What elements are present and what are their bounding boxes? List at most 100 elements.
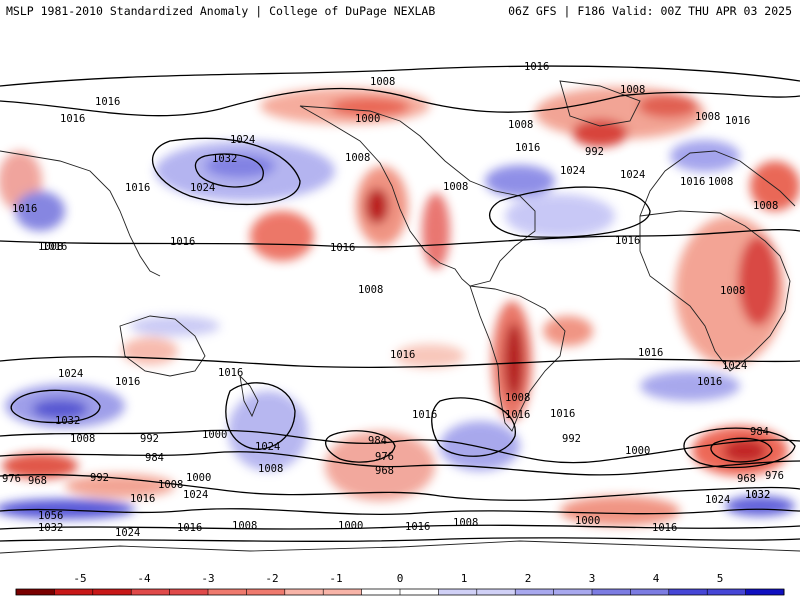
isobar-1024-np	[152, 137, 301, 205]
isobar-label: 984	[145, 452, 164, 464]
isobar-1032-sw	[10, 389, 101, 424]
isobar-label: 1016	[12, 203, 37, 215]
colorbar-segment	[630, 589, 670, 595]
isobar-992	[0, 474, 800, 501]
isobar-label: 1008	[708, 176, 733, 188]
isobar-label: 1032	[745, 489, 770, 501]
isobar-label: 1016	[177, 522, 202, 534]
anomaly-neg-southern-ocean-w-core	[32, 399, 88, 419]
coast-north-america	[299, 105, 536, 287]
isobar-label: 984	[368, 435, 387, 447]
isobar-label: 1016	[505, 409, 530, 421]
anomaly-neg-europe	[670, 140, 740, 172]
anomaly-colorbar: -5 -4 -3 -2 -1 0 1 2 3 4 5	[0, 568, 800, 600]
isobar-label: 968	[737, 473, 756, 485]
anomaly-pos-south-pacific	[395, 344, 465, 368]
isobar-label: 1000	[338, 520, 363, 532]
isobar-label: 1008	[505, 392, 530, 404]
isobar-1016-mid	[0, 228, 800, 248]
isobar-label: 992	[140, 433, 159, 445]
isobar-label: 992	[562, 433, 581, 445]
isobar-label: 1024	[560, 165, 585, 177]
anomaly-pos-southern-ocean-e	[560, 496, 680, 526]
isobar-label: 1024	[722, 360, 747, 372]
isobar-label: 1016	[218, 367, 243, 379]
isobar-1000	[0, 451, 800, 476]
anomaly-pos-southern-ocean-w	[2, 453, 78, 479]
isobar-label: 1016	[42, 241, 67, 253]
colorbar-tick-label: -2	[265, 572, 278, 585]
isobar-label: 1024	[115, 527, 140, 539]
anomaly-pos-gulf-alaska-core	[365, 188, 389, 224]
anomaly-pos-south-indian-core	[723, 439, 767, 463]
isobar-label: 1008	[753, 200, 778, 212]
anomaly-pos-brazil	[543, 316, 593, 346]
isobar-label: 1008	[443, 181, 468, 193]
colorbar-segment	[400, 589, 439, 595]
colorbar-segment	[92, 589, 132, 595]
anomaly-pos-south-america-core	[504, 323, 524, 399]
anomaly-pos-southern-ocean-ne	[65, 474, 175, 498]
colorbar-segment	[668, 589, 708, 595]
isobar-1032-np	[194, 153, 264, 188]
anomaly-neg-north-america	[485, 165, 555, 197]
isobar-label: 1016	[638, 347, 663, 359]
isobar-label: 1024	[705, 494, 730, 506]
isobar-label: 992	[585, 146, 604, 158]
isobar-1024-atl	[488, 186, 651, 238]
colorbar-tick-label: 3	[589, 572, 596, 585]
isobar-label: 1008	[508, 119, 533, 131]
isobar-label: 1016	[390, 349, 415, 361]
isobar-label: 992	[90, 472, 109, 484]
colorbar-tick-label: -1	[329, 572, 342, 585]
isobar-label: 1016	[615, 235, 640, 247]
isobar-label: 1016	[95, 96, 120, 108]
colorbar-segment	[707, 589, 747, 595]
isobar-label: 976	[375, 451, 394, 463]
colorbar-segment	[169, 589, 209, 595]
isobars	[0, 65, 800, 542]
isobar-label: 1024	[620, 169, 645, 181]
isobar-label: 1024	[58, 368, 83, 380]
anomaly-map: 1016 1008 1016 1000 1008 1008 1016 1016 …	[0, 41, 800, 559]
isobar-label: 968	[28, 475, 47, 487]
isobar-1008-south	[0, 429, 800, 464]
anomaly-pos-australia	[122, 337, 178, 365]
isobar-label: 1056	[38, 510, 63, 522]
isobar-1024-antarctic	[0, 524, 800, 530]
colorbar-segment	[284, 589, 324, 595]
coast-antarctica	[0, 540, 800, 554]
isobar-labels: 1016 1008 1016 1000 1008 1008 1016 1016 …	[2, 61, 784, 539]
isobar-label: 1032	[38, 522, 63, 534]
isobar-label: 1008	[358, 284, 383, 296]
colorbar-tick-label: -4	[137, 572, 151, 585]
isobar-1016-south	[0, 356, 800, 369]
isobar-label: 1016	[515, 142, 540, 154]
isobar-1016-north	[0, 65, 800, 87]
colorbar-segment	[246, 589, 286, 595]
isobar-1032-antarctic	[0, 537, 800, 542]
isobar-label: 1000	[625, 445, 650, 457]
colorbar-segment	[515, 589, 555, 595]
anomaly-neg-tasman	[228, 391, 308, 471]
isobar-label: 1008	[620, 84, 645, 96]
isobar-label: 1016	[652, 522, 677, 534]
isobar-label: 1032	[55, 415, 80, 427]
colorbar-ticks: -5 -4 -3 -2 -1 0 1 2 3 4 5	[73, 572, 723, 585]
colorbar-segment	[54, 589, 94, 595]
colorbar-segment	[592, 589, 631, 595]
anomaly-neg-indian	[130, 316, 220, 336]
colorbar-tick-label: 0	[397, 572, 404, 585]
isobar-label: 1024	[230, 134, 255, 146]
isobar-label: 1008	[720, 285, 745, 297]
isobar-label: 1016	[524, 61, 549, 73]
isobar-label: 1024	[190, 182, 215, 194]
isobar-label: 1024	[183, 489, 208, 501]
coast-south-america	[469, 285, 566, 432]
coast-greenland	[559, 80, 641, 127]
colorbar-segment	[361, 589, 401, 595]
map-title: MSLP 1981-2010 Standardized Anomaly | Co…	[6, 4, 436, 18]
isobar-1008-north	[0, 87, 800, 117]
isobar-label: 1016	[725, 115, 750, 127]
anomaly-neg-east-asia	[15, 191, 65, 231]
